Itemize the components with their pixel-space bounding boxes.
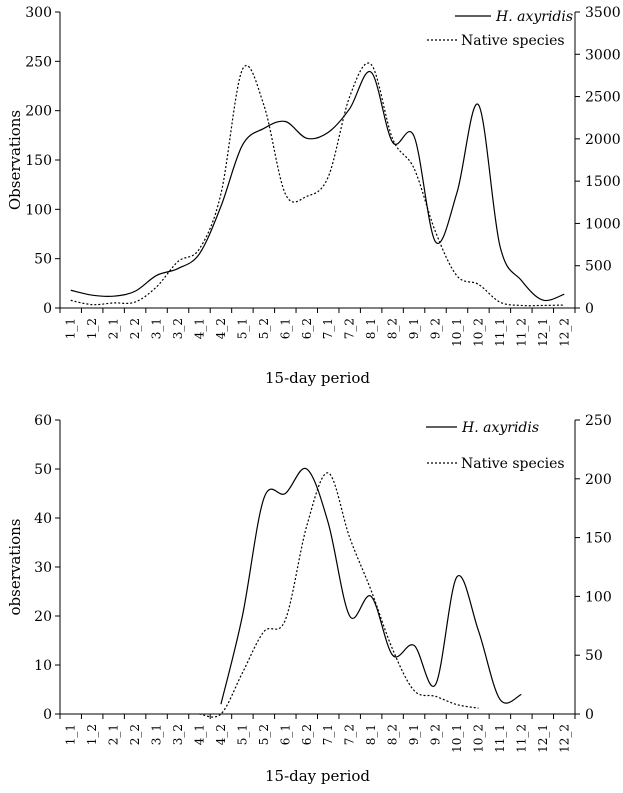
x-axis-title: 15-day period [265,767,370,785]
x-tick-label: 12_1 [536,724,550,753]
x-tick-label: 7_1 [321,724,335,745]
x-tick-label: 11_2 [514,318,528,347]
x-tick-label: 12_1 [536,318,550,347]
x-tick-label: 6_2 [300,318,314,339]
legend-label: H. axyridis [495,9,573,25]
x-tick-label: 10_2 [471,318,485,347]
x-tick-label: 5_2 [257,724,271,745]
x-tick-label: 2_2 [128,318,142,339]
x-tick-label: 10_1 [450,724,464,753]
x-tick-label: 11_2 [514,724,528,753]
x-tick-label: 7_1 [321,318,335,339]
x-axis-title: 15-day period [265,369,370,387]
left-y-tick-label: 50 [34,252,52,268]
x-tick-label: 8_1 [364,724,378,745]
x-tick-label: 1_1 [64,318,78,339]
x-tick-label: 7_2 [343,724,357,745]
left-y-tick-label: 200 [25,104,52,120]
y-axis-title: observations [6,518,24,615]
x-tick-label: 1_1 [64,724,78,745]
right-y-tick-label: 200 [585,472,612,488]
right-y-tick-label: 2500 [585,90,621,106]
left-y-tick-label: 150 [25,153,52,169]
left-y-tick-label: 300 [25,5,52,21]
right-y-tick-label: 50 [585,648,603,664]
right-y-tick-label: 250 [585,413,612,429]
legend-label: Native species [461,456,565,472]
x-tick-label: 2_1 [107,724,121,745]
x-tick-label: 4_1 [193,724,207,745]
x-tick-label: 2_2 [128,724,142,745]
x-tick-label: 8_2 [386,318,400,339]
right-y-tick-label: 1000 [585,216,621,232]
series-line-h-axyridis [220,467,522,705]
right-y-tick-label: 0 [585,301,594,317]
left-y-tick-label: 20 [34,609,52,625]
right-y-tick-label: 100 [585,589,612,605]
x-tick-label: 3_2 [171,724,185,745]
chart-2: 0 10 20 30 40 50 60 0 50 100 150 200 250 1_1 1_2 2_1 2_2… [6,413,612,785]
legend-label: H. axyridis [461,420,539,436]
right-y-tick-label: 1500 [585,174,621,190]
x-tick-label: 3_1 [150,318,164,339]
left-y-tick-label: 0 [43,301,52,317]
right-y-tick-label: 3500 [585,5,621,21]
x-tick-label: 11_1 [493,318,507,347]
x-tick-label: 5_2 [257,318,271,339]
right-y-tick-label: 2000 [585,132,621,148]
x-tick-label: 5_1 [235,318,249,339]
x-tick-label: 12_2 [557,318,571,347]
right-y-tick-label: 3000 [585,47,621,63]
x-tick-label: 9_2 [429,318,443,339]
x-tick-label: 4_2 [214,318,228,339]
y-axis-title: Observations [6,110,24,210]
x-tick-label: 6_2 [300,724,314,745]
x-tick-label: 9_2 [429,724,443,745]
x-tick-label: 3_2 [171,318,185,339]
left-y-tick-label: 30 [34,560,52,576]
x-tick-label: 3_1 [150,724,164,745]
x-tick-label: 4_1 [193,318,207,339]
left-y-tick-label: 40 [34,511,52,527]
x-tick-label: 2_1 [107,318,121,339]
chart-1: 0501001502002503000500100015002000250030… [6,5,621,387]
left-y-tick-label: 60 [34,413,52,429]
series-line-native-species [70,62,565,307]
x-tick-label: 12_2 [557,724,571,753]
left-y-tick-label: 0 [43,707,52,723]
x-tick-label: 11_1 [493,724,507,753]
series-line-h-axyridis [70,71,565,302]
x-tick-label: 1_2 [85,318,99,339]
right-y-tick-label: 500 [585,259,612,275]
x-tick-label: 9_1 [407,724,421,745]
x-tick-label: 6_1 [278,724,292,745]
right-y-tick-label: 150 [585,531,612,547]
x-tick-label: 8_2 [386,724,400,745]
x-tick-label: 9_1 [407,318,421,339]
right-y-tick-label: 0 [585,707,594,723]
x-tick-label: 6_1 [278,318,292,339]
x-tick-label: 7_2 [343,318,357,339]
left-y-tick-label: 50 [34,462,52,478]
left-y-tick-label: 10 [34,658,52,674]
left-y-tick-label: 250 [25,54,52,70]
left-y-tick-label: 100 [25,202,52,218]
x-tick-label: 10_1 [450,318,464,347]
legend-label: Native species [461,33,565,49]
x-tick-label: 1_2 [85,724,99,745]
x-tick-label: 10_2 [471,724,485,753]
x-tick-label: 5_1 [235,724,249,745]
x-tick-label: 8_1 [364,318,378,339]
x-tick-label: 4_2 [214,724,228,745]
series-line-native-species [199,472,479,718]
